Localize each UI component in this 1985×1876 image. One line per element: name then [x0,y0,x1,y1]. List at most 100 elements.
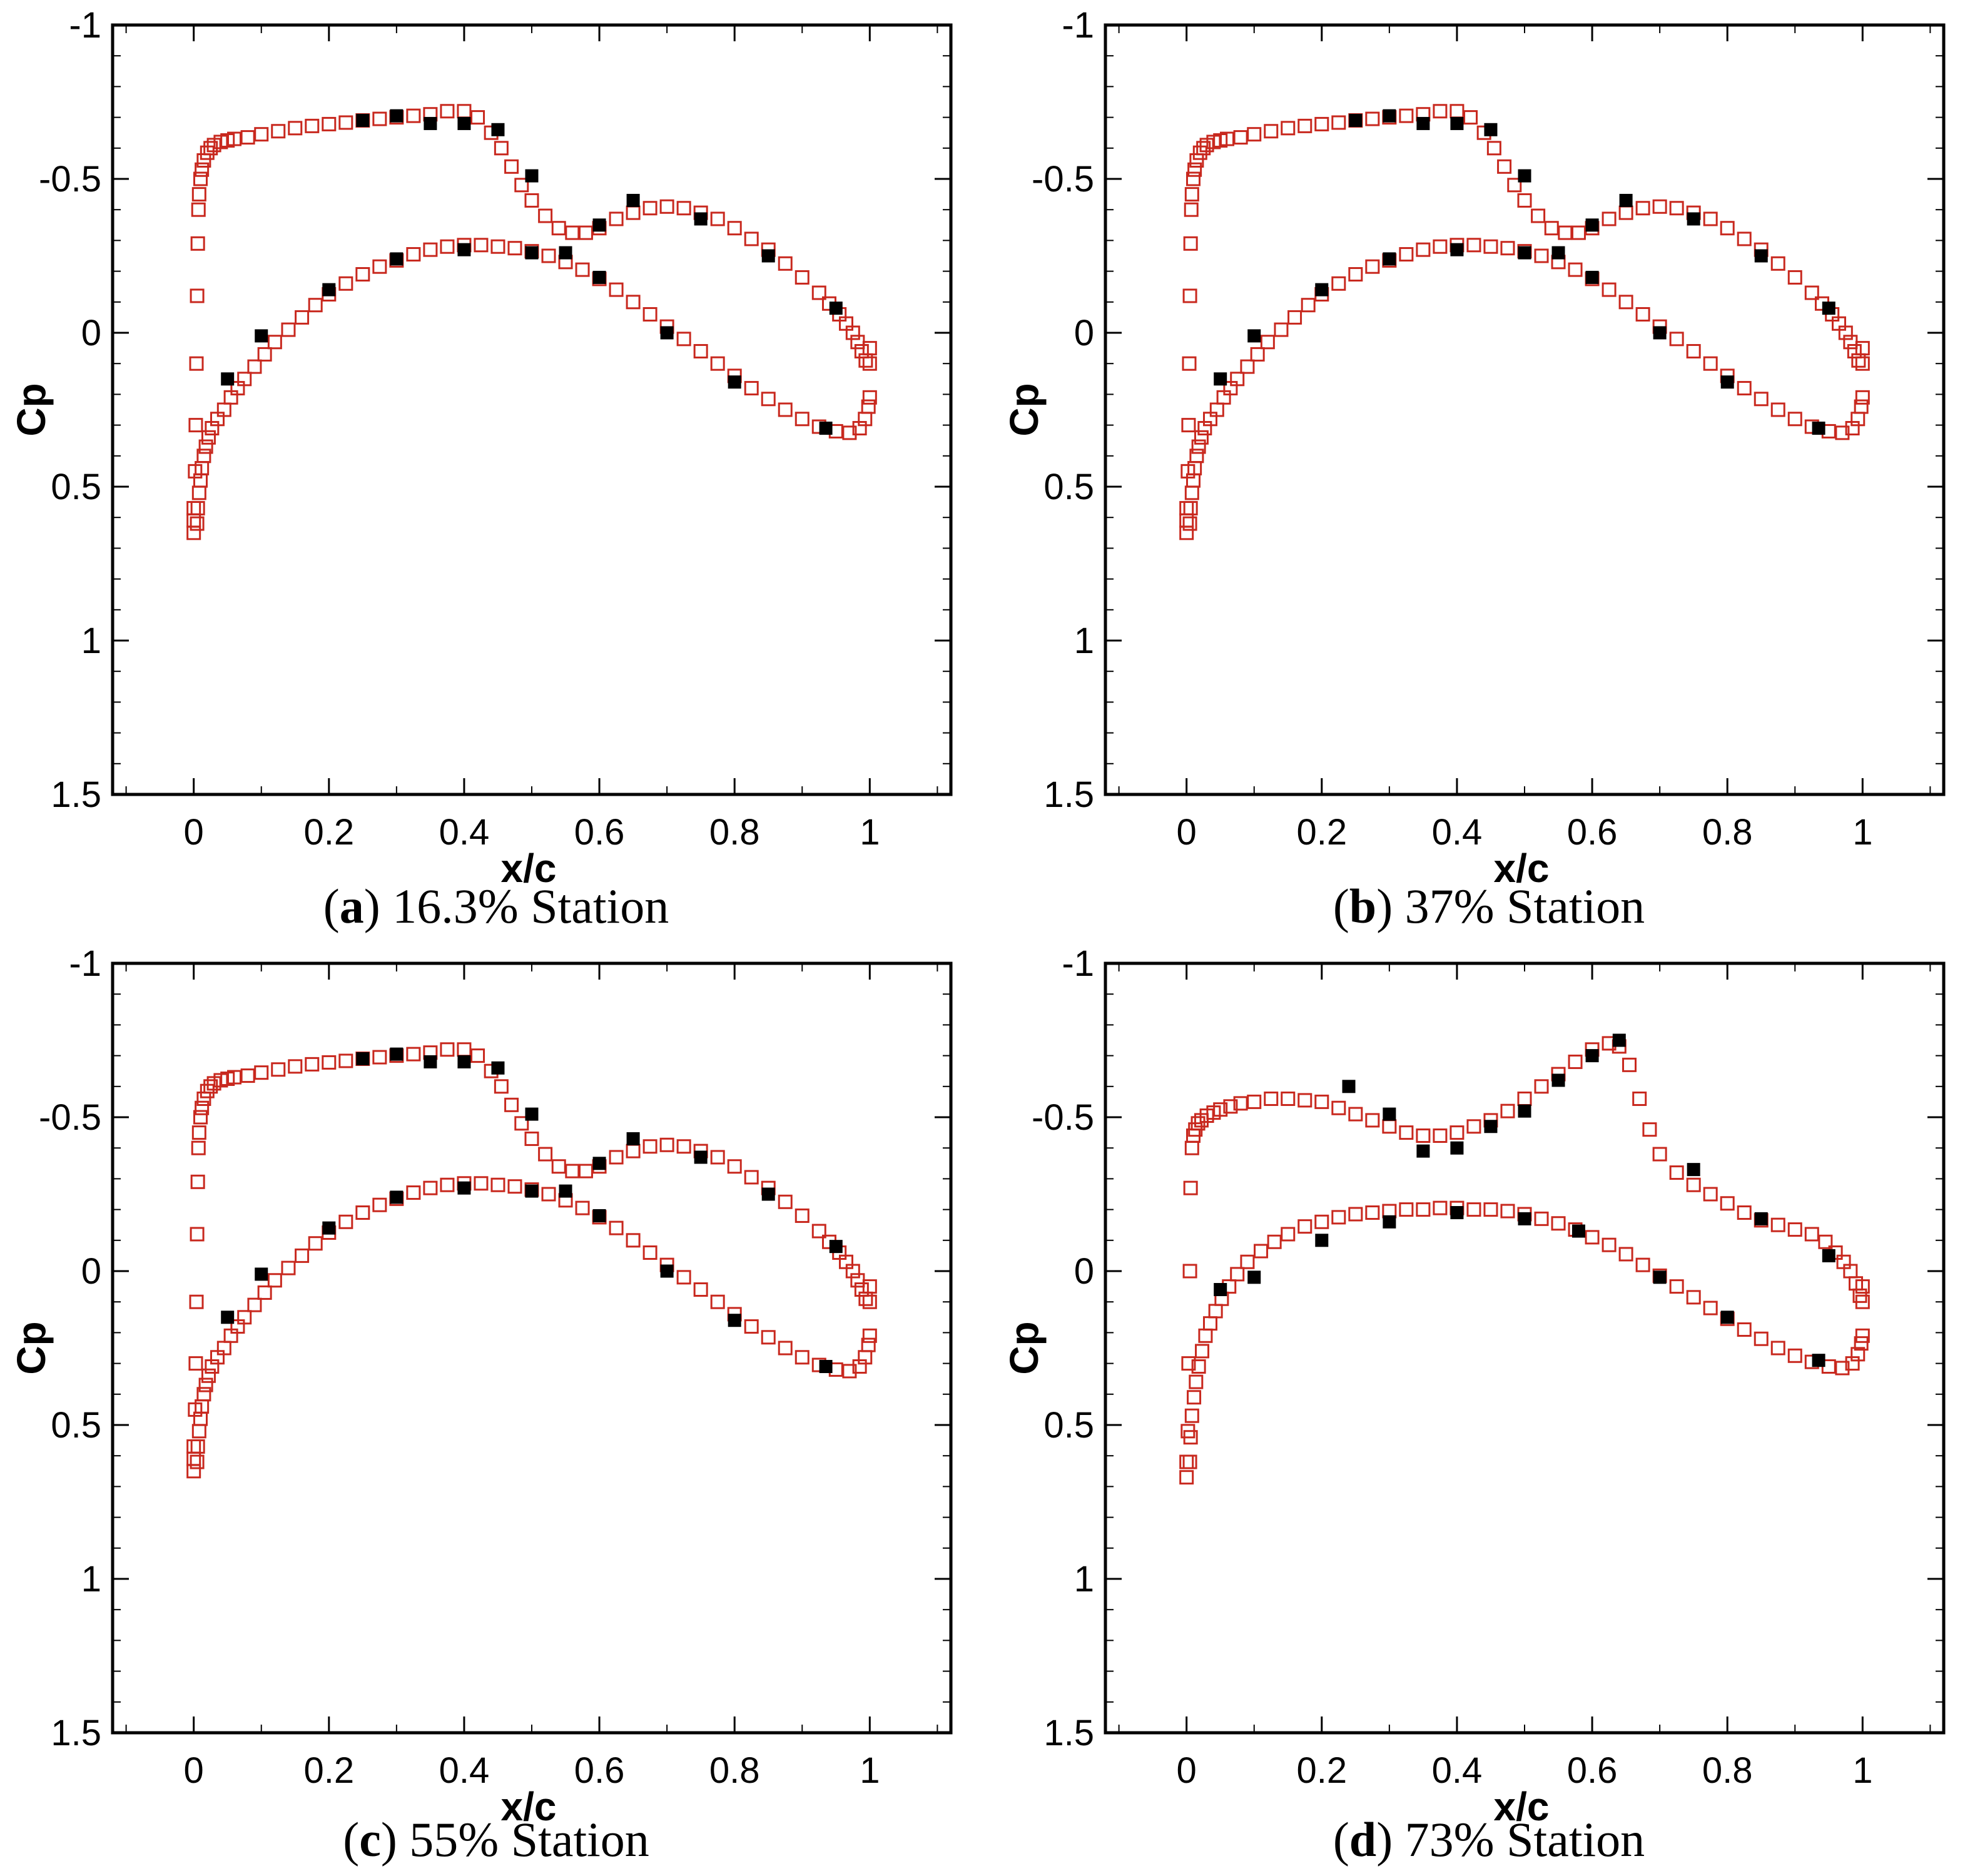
experiment-point-lower [1315,283,1329,297]
cfd-point-lower [190,516,205,531]
experiment-point-upper [761,249,775,263]
cfd-point-upper [195,1100,210,1115]
plot-frame [111,23,953,796]
cfd-point-upper [406,1047,421,1062]
cfd-point-upper [1297,1093,1312,1108]
cfd-point-upper [862,1294,877,1309]
cfd-point-lower [1635,1257,1650,1272]
cfd-point-lower [372,259,387,274]
experiment-point-lower [592,1209,606,1222]
cfd-point-lower [490,239,505,254]
cfd-point-lower [1618,1247,1633,1262]
y-tick-label: -0.5 [39,1097,101,1138]
cfd-point-upper [676,1139,691,1154]
cfd-point-upper [188,418,203,433]
cfd-point-lower [338,1214,353,1229]
experiment-point-upper [1342,1080,1356,1093]
experiment-point-upper [626,1132,640,1145]
experiment-point-lower [1653,1270,1667,1284]
y-axis-title: Cp [1002,1321,1047,1374]
cfd-point-upper [578,225,593,240]
cfd-point-lower [795,1350,810,1365]
cfd-point-upper [854,344,869,359]
cfd-point-upper [1449,1125,1465,1140]
x-axis-title: x/c [1494,846,1550,891]
cfd-point-lower [744,1319,759,1334]
cfd-point-lower [778,1341,793,1356]
cfd-point-upper [795,270,810,285]
cfd-point-upper [1264,1091,1279,1106]
experiment-point-lower [1653,326,1667,340]
experiment-point-upper [1416,1144,1430,1158]
cfd-point-upper [1720,1196,1735,1211]
cfd-point-upper [1233,130,1248,145]
cfd-point-upper [1618,205,1633,220]
cfd-point-lower [1854,399,1869,414]
cfd-point-upper [1399,108,1414,123]
experiment-point-lower [525,246,539,260]
cfd-point-upper [186,500,201,515]
cfd-point-upper [1703,211,1718,226]
experiment-point-upper [457,1055,471,1068]
cfd-point-upper [854,1282,869,1297]
cfd-point-lower [1348,267,1363,282]
experiment-point-lower [1214,372,1227,386]
cfd-point-upper [1770,1217,1785,1232]
cfd-point-upper [338,115,353,130]
cfd-point-upper [744,1170,759,1185]
cfd-point-lower [541,248,556,263]
cfd-point-lower [609,1220,624,1235]
cfd-point-lower [541,1187,556,1202]
cfd-point-upper [372,1050,387,1065]
experiment-point-lower [255,1267,268,1281]
cfd-point-upper [1669,201,1684,216]
cfd-point-lower [626,1233,641,1248]
cfd-point-lower [257,1285,272,1300]
cfd-point-upper [1190,1116,1206,1131]
plot-frame [1104,961,1946,1735]
cfd-point-upper [514,178,529,193]
experiment-point-upper [491,1061,505,1075]
caption-text-a: 16.3% Station [392,879,669,933]
cfd-point-upper [1183,236,1198,251]
cfd-point-upper [1843,335,1858,350]
y-tick-label: 0 [81,1251,101,1292]
cfd-point-lower [710,356,725,371]
cfd-point-upper [1804,1227,1819,1242]
cfd-point-upper [609,211,624,226]
series-experiment [221,1047,843,1374]
cfd-point-upper [1179,1470,1194,1485]
cfd-point-upper [288,1059,303,1074]
cfd-point-upper [322,1055,337,1070]
cfd-point-upper [1182,288,1197,303]
cfd-point-upper [1804,285,1819,300]
y-axis-title: Cp [9,383,54,436]
cfd-point-upper [191,187,206,202]
caption-text-d: 73% Station [1404,1812,1645,1867]
cfd-point-upper [1348,1107,1363,1122]
cfd-point-upper [1184,1140,1199,1155]
cfd-point-upper [1642,1122,1657,1137]
y-tick-label: -1 [1062,943,1094,984]
experiment-point-upper [829,302,843,315]
cfd-point-upper [1314,116,1329,131]
experiment-point-lower [660,1264,674,1278]
y-tick-label: 1.5 [1043,774,1094,815]
experiment-point-lower [1315,1234,1329,1247]
cfd-point-upper [1184,187,1199,202]
cfd-point-upper [1818,1234,1833,1249]
cfd-point-upper [1179,500,1194,515]
cfd-point-upper [1571,225,1586,240]
experiment-point-lower [1214,1283,1227,1297]
cfd-point-upper [1851,353,1866,368]
cfd-point-upper [195,162,210,177]
cfd-point-upper [565,1164,580,1179]
cfd-point-lower [406,1185,421,1200]
cfd-point-lower [1254,1244,1269,1259]
panel-c: -1 -0.5 0 0.5 1 1.5 0 0.2 0.4 0.6 0.8 1 x/c Cp (c) 55… [0,938,992,1876]
caption-c: (c) 55% Station [343,1812,649,1867]
experiment-point-lower [1720,375,1734,389]
cfd-point-upper [862,356,877,371]
cfd-point-lower [474,1176,489,1191]
